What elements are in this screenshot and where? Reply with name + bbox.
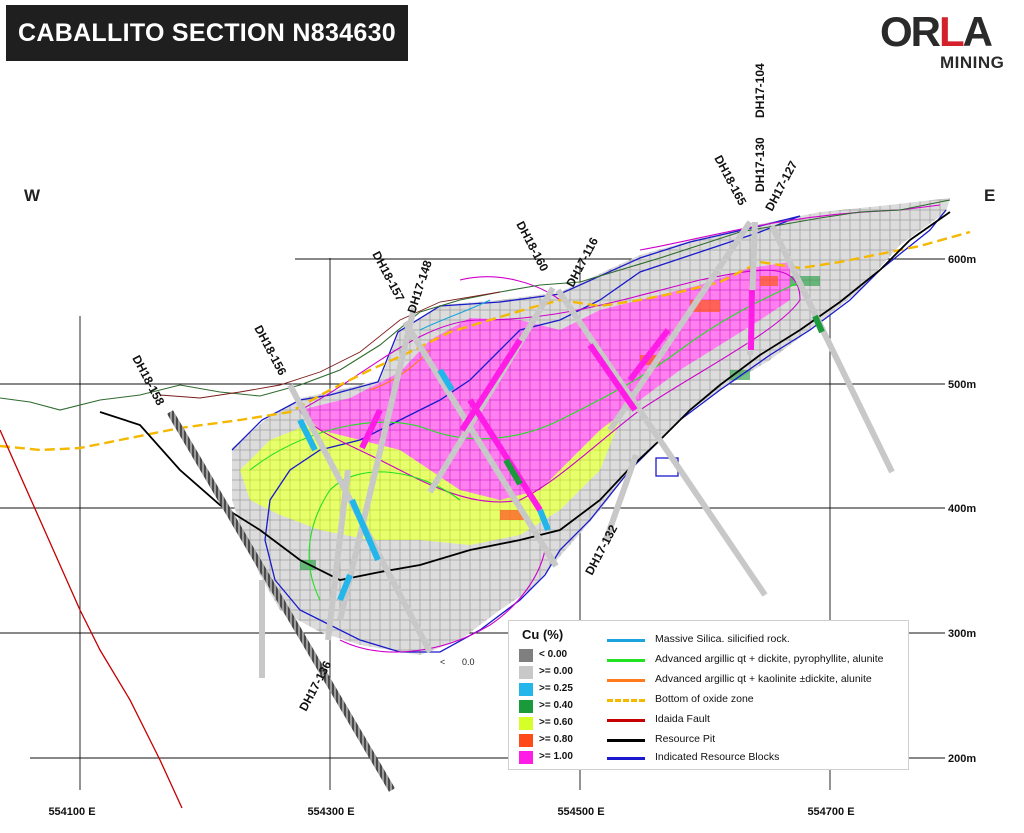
line-label: Bottom of oxide zone (655, 693, 754, 705)
cu-label: >= 0.00 (539, 666, 573, 677)
line-label: Resource Pit (655, 733, 716, 745)
label-dh17-132: DH17-132 (582, 522, 620, 577)
cu-label: < 0.00 (539, 649, 568, 660)
drillhole-dh18-160 (427, 286, 556, 494)
cu-label: >= 0.40 (539, 700, 573, 711)
label-dh17-130: DH17-130 (753, 137, 767, 192)
label-dh18-160: DH18-160 (513, 219, 551, 274)
cu-swatch (519, 683, 533, 696)
line-label: Idaida Fault (655, 713, 710, 725)
line-swatch (607, 719, 645, 722)
compass-west: W (24, 186, 41, 205)
drillhole-dh18-157 (402, 320, 559, 568)
drillhole-dh17-136-upper (325, 469, 351, 641)
resource-pit (99, 211, 951, 581)
cu-swatch (519, 734, 533, 747)
legend: Cu (%) < 0.00 >= 0.00 >= 0.25 >= 0.40 >=… (508, 620, 909, 770)
line-swatch (607, 659, 645, 662)
compass-east: E (984, 186, 996, 205)
idaida-fault (0, 429, 183, 809)
cu-swatch (519, 700, 533, 713)
cu-label: >= 0.25 (539, 683, 573, 694)
elevation-label-600: 600m (948, 254, 976, 266)
stray-label-prefix: < (440, 657, 445, 667)
cu-swatch (519, 666, 533, 679)
legend-cu-title: Cu (%) (522, 627, 564, 642)
line-swatch (607, 699, 645, 702)
bottom-of-oxide-zone (0, 230, 971, 452)
elevation-label-200: 200m (948, 753, 976, 765)
orla-mining-logo: ORLA MINING (876, 8, 1016, 72)
cu-label: >= 0.60 (539, 717, 573, 728)
line-swatch (607, 739, 645, 742)
label-dh17-127: DH17-127 (762, 158, 800, 213)
cu-swatch (519, 751, 533, 764)
drillhole-dh17-132 (603, 454, 639, 541)
drillhole-dh17-148 (337, 307, 417, 621)
drillhole-dh17-127 (769, 224, 895, 474)
line-label: Indicated Resource Blocks (655, 751, 780, 763)
drillhole-assay-intervals (297, 289, 825, 602)
logo-subtitle: MINING (940, 53, 1005, 72)
drillhole-dh17-116 (555, 288, 768, 597)
stray-label-value: 0.0 (462, 657, 475, 667)
section-title: CABALLITO SECTION N834630 (6, 5, 408, 61)
line-label: Advanced argillic qt + kaolinite ±dickit… (655, 673, 872, 685)
elevation-label-400: 400m (948, 503, 976, 515)
label-dh18-156: DH18-156 (251, 323, 289, 378)
drillhole-dh18-165 (607, 220, 753, 432)
easting-label-554500: 554500 E (557, 806, 604, 818)
line-swatch (607, 639, 645, 642)
cu-label: >= 1.00 (539, 751, 573, 762)
easting-label-554100: 554100 E (48, 806, 95, 818)
elevation-label-300: 300m (948, 628, 976, 640)
label-dh18-165: DH18-165 (711, 153, 749, 208)
grade-zone-060 (240, 400, 620, 545)
drillhole-dh18-158 (166, 410, 396, 792)
logo-wordmark: ORLA (880, 8, 993, 55)
easting-label-554700: 554700 E (807, 806, 854, 818)
line-swatch (607, 679, 645, 682)
grade-zone-100 (300, 262, 790, 500)
label-dh18-158: DH18-158 (129, 353, 167, 408)
line-label: Advanced argillic qt + dickite, pyrophyl… (655, 653, 884, 665)
drillhole-traces (166, 220, 895, 792)
line-swatch (607, 757, 645, 760)
cu-label: >= 0.80 (539, 734, 573, 745)
cu-swatch (519, 649, 533, 662)
topography-line-2 (159, 291, 501, 399)
line-label: Massive Silica. silicified rock. (655, 633, 790, 645)
label-dh17-104: DH17-104 (753, 63, 767, 118)
easting-label-554300: 554300 E (307, 806, 354, 818)
elevation-label-500: 500m (948, 379, 976, 391)
label-dh18-157: DH18-157 (369, 249, 407, 304)
cu-swatch (519, 717, 533, 730)
topography-line (0, 199, 951, 411)
